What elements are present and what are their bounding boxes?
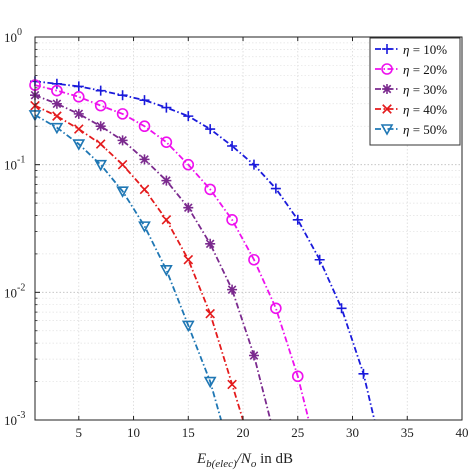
data-point-marker (73, 124, 84, 134)
legend-entry: η = 40% (375, 102, 447, 117)
data-point-marker (51, 78, 62, 89)
data-point-marker (382, 104, 392, 114)
data-point-marker (73, 108, 84, 119)
data-point-marker (248, 253, 260, 266)
data-point-marker (204, 183, 216, 196)
x-axis-label: Eb(elec)/No in dB (196, 451, 293, 470)
legend-label: η = 10% (403, 42, 447, 57)
axes-ticks: 5 10 15 20 25 30 35 40 100 10-1 10-2 10-3 (4, 27, 469, 440)
data-point-marker (139, 95, 150, 106)
x-tick-label: 5 (76, 425, 83, 440)
data-point-marker (116, 186, 129, 198)
legend: η = 10% η = 20% η = 30% η = 40% η = 50% (369, 37, 461, 146)
data-point-marker (50, 122, 64, 135)
legend-entry: η = 50% (375, 122, 447, 137)
x-tick-label: 40 (456, 425, 469, 440)
y-tick-label: 10-1 (4, 155, 25, 173)
legend-label: η = 40% (403, 102, 447, 117)
data-point-marker (183, 202, 194, 213)
data-point-marker (381, 63, 393, 75)
legend-label: η = 20% (403, 62, 447, 77)
data-point-marker (226, 213, 238, 226)
x-tick-label: 10 (127, 425, 140, 440)
data-point-marker (358, 368, 369, 379)
data-point-marker (203, 376, 217, 389)
data-point-marker (248, 159, 259, 170)
data-point-marker (183, 254, 194, 265)
x-tick-label: 30 (346, 425, 359, 440)
series-line (34, 80, 376, 421)
grid (35, 37, 462, 420)
data-point-marker (160, 265, 173, 277)
series-1 (30, 76, 376, 421)
data-point-marker (291, 370, 304, 383)
legend-entry: η = 20% (375, 62, 447, 77)
data-point-marker (314, 254, 325, 265)
data-point-marker (382, 44, 392, 54)
data-point-marker (160, 136, 173, 148)
data-point-marker (181, 320, 195, 333)
plot-area-frame (34, 36, 463, 421)
legend-label: η = 50% (403, 122, 447, 137)
x-tick-label: 35 (401, 425, 414, 440)
series-line (34, 114, 222, 421)
data-point-marker (117, 159, 128, 170)
x-tick-label: 15 (182, 425, 195, 440)
legend-entry: η = 10% (375, 42, 447, 57)
data-point-marker (205, 238, 216, 249)
data-point-marker (139, 154, 150, 165)
data-point-marker (161, 102, 172, 113)
y-tick-label: 10-2 (4, 282, 25, 300)
data-point-marker (95, 85, 106, 96)
data-point-marker (292, 214, 303, 225)
y-tick-label: 100 (4, 27, 22, 45)
y-tick-label: 10-3 (4, 410, 25, 428)
data-point-marker (95, 139, 106, 149)
series-line (34, 94, 272, 421)
data-point-marker (72, 91, 85, 103)
data-point-marker (94, 99, 107, 112)
data-point-marker (72, 139, 86, 151)
legend-entry: η = 30% (375, 82, 447, 97)
data-point-marker (227, 141, 238, 152)
data-point-marker (51, 84, 63, 97)
data-point-marker (205, 308, 215, 319)
series-4 (30, 100, 244, 421)
data-point-marker (382, 84, 392, 94)
series-2 (29, 79, 310, 421)
x-tick-label: 20 (237, 425, 250, 440)
legend-label: η = 30% (403, 82, 447, 97)
data-point-marker (380, 124, 394, 136)
data-point-marker (52, 111, 62, 121)
data-point-marker (138, 221, 151, 233)
data-point-marker (139, 184, 150, 195)
data-point-marker (95, 121, 106, 132)
data-point-marker (183, 111, 194, 122)
data-point-marker (336, 303, 347, 314)
data-point-marker (227, 379, 237, 390)
data-point-marker (116, 108, 129, 120)
data-point-marker (51, 98, 62, 109)
data-point-marker (117, 135, 128, 146)
data-point-marker (227, 284, 238, 295)
series-group (28, 76, 376, 421)
data-point-marker (73, 81, 84, 92)
data-point-marker (248, 350, 259, 361)
data-point-marker (161, 214, 172, 225)
data-point-marker (270, 183, 281, 194)
data-point-marker (270, 302, 282, 315)
data-point-marker (94, 159, 108, 172)
data-point-marker (117, 90, 128, 101)
data-point-marker (138, 120, 151, 133)
x-tick-label: 25 (291, 425, 304, 440)
series-3 (30, 90, 272, 421)
data-point-marker (161, 175, 172, 186)
data-point-marker (182, 158, 195, 171)
data-point-marker (205, 124, 216, 135)
